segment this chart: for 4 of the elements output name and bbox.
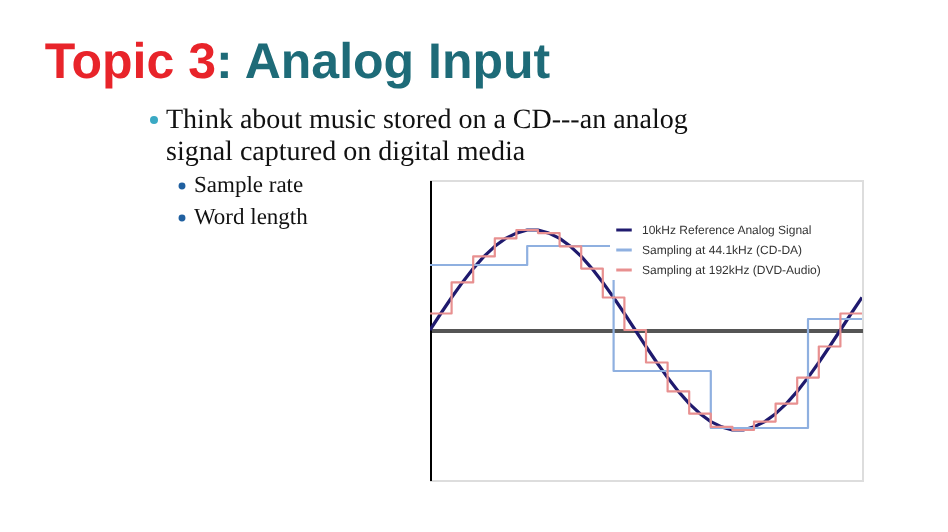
text: Think about music stored on a CD---an analog signal captured on digital media <box>166 106 688 168</box>
text: Sample rate <box>194 174 304 198</box>
chart-title: Topic 3: Analog Input <box>44 34 552 90</box>
text: Word length <box>194 206 309 230</box>
